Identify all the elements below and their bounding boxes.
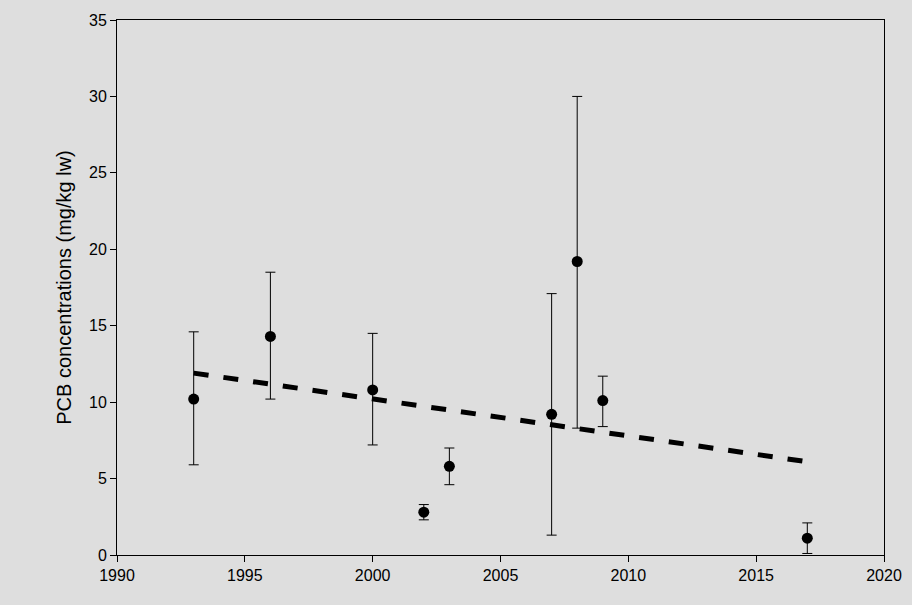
svg-text:1995: 1995	[227, 567, 263, 584]
svg-text:15: 15	[89, 317, 107, 334]
svg-text:20: 20	[89, 241, 107, 258]
svg-text:35: 35	[89, 12, 107, 29]
svg-text:1990: 1990	[99, 567, 135, 584]
svg-text:PCB concentrations (mg/kg lw): PCB concentrations (mg/kg lw)	[53, 150, 75, 425]
svg-text:2020: 2020	[866, 567, 902, 584]
svg-text:25: 25	[89, 164, 107, 181]
svg-text:2000: 2000	[355, 567, 391, 584]
svg-text:2015: 2015	[738, 567, 774, 584]
svg-text:2005: 2005	[483, 567, 519, 584]
svg-text:2010: 2010	[611, 567, 647, 584]
svg-text:0: 0	[98, 547, 107, 564]
svg-text:10: 10	[89, 394, 107, 411]
svg-text:30: 30	[89, 88, 107, 105]
svg-text:5: 5	[98, 470, 107, 487]
